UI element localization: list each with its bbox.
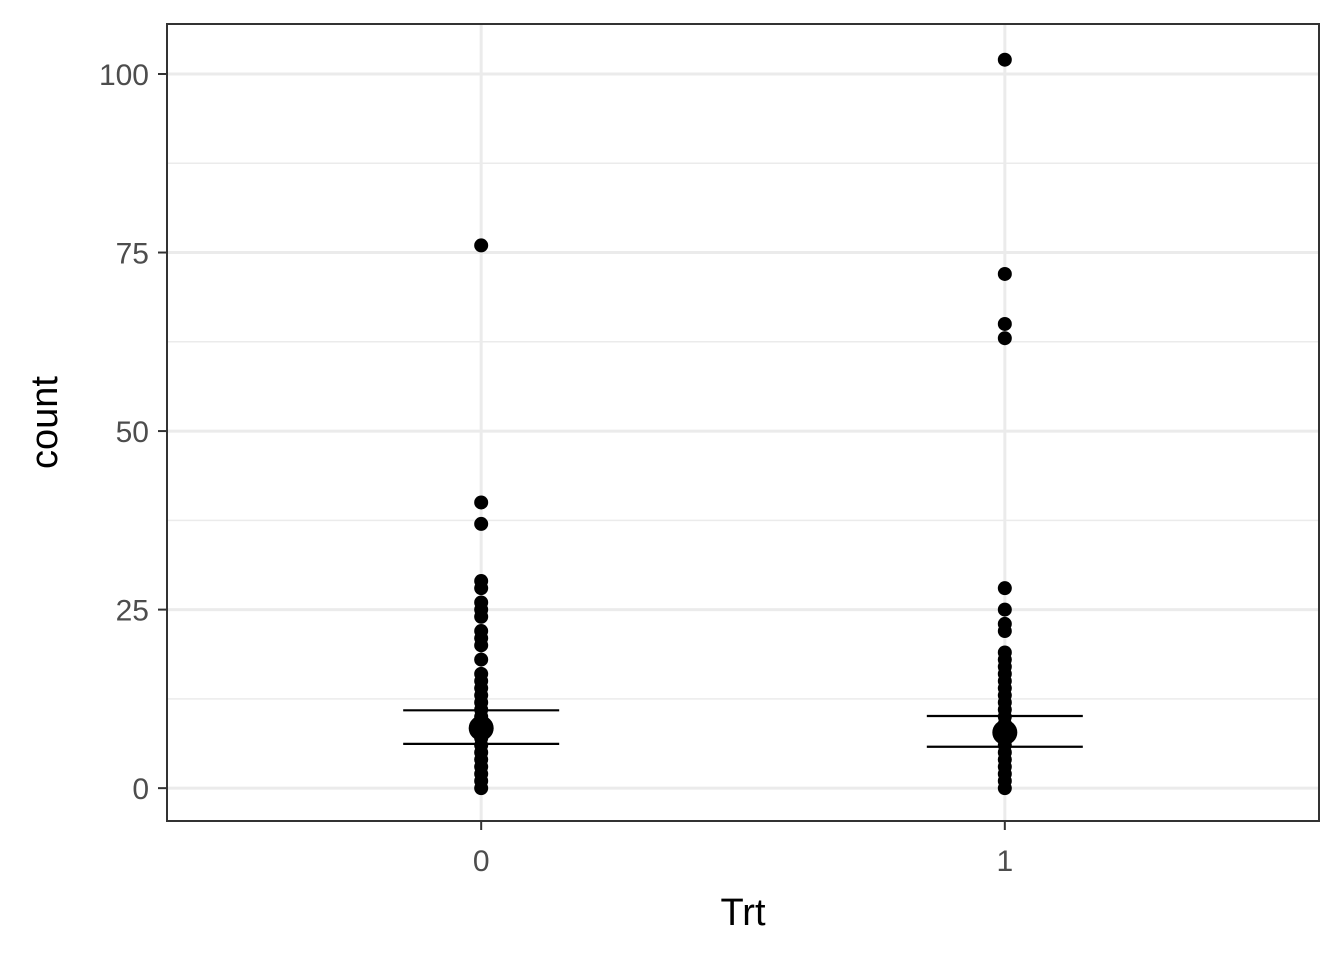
data-point bbox=[474, 638, 489, 653]
y-axis: 0 25 50 75 100 bbox=[99, 59, 167, 806]
mean-point bbox=[468, 715, 494, 741]
panel-border bbox=[166, 23, 1320, 822]
x-axis-title: Trt bbox=[720, 892, 765, 934]
y-tick-label: 100 bbox=[99, 59, 149, 92]
data-point bbox=[474, 781, 489, 796]
data-point bbox=[474, 516, 489, 531]
data-point bbox=[997, 624, 1012, 639]
data-points bbox=[474, 52, 1012, 796]
summary-markers bbox=[403, 709, 1083, 748]
y-tick-label: 75 bbox=[116, 238, 149, 271]
data-point bbox=[997, 781, 1012, 796]
data-point bbox=[474, 581, 489, 596]
y-axis-title: count bbox=[24, 376, 66, 469]
data-point bbox=[997, 602, 1012, 617]
data-point bbox=[997, 331, 1012, 346]
data-point bbox=[474, 652, 489, 667]
data-point bbox=[997, 316, 1012, 331]
minor-grid bbox=[167, 162, 1319, 700]
y-tick-label: 50 bbox=[116, 416, 149, 449]
data-point bbox=[997, 266, 1012, 281]
y-tick-label: 0 bbox=[132, 773, 149, 806]
x-tick-label: 0 bbox=[473, 845, 490, 878]
mean-point bbox=[992, 719, 1018, 745]
major-grid bbox=[167, 24, 1319, 821]
data-point bbox=[474, 495, 489, 510]
data-point bbox=[997, 581, 1012, 596]
x-tick-label: 1 bbox=[996, 845, 1013, 878]
data-point bbox=[474, 609, 489, 624]
data-point bbox=[474, 238, 489, 253]
data-point bbox=[997, 52, 1012, 67]
y-tick-label: 25 bbox=[116, 595, 149, 628]
